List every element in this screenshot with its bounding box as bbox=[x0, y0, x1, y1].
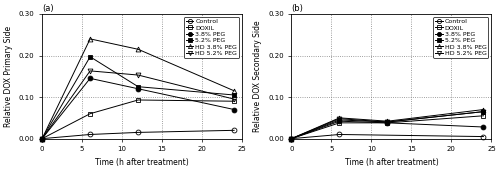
Y-axis label: Relative DOX Secondary Side: Relative DOX Secondary Side bbox=[254, 21, 262, 132]
X-axis label: Time (h after treatment): Time (h after treatment) bbox=[96, 158, 189, 167]
X-axis label: Time (h after treatment): Time (h after treatment) bbox=[344, 158, 438, 167]
Legend: Control, DOXIL, 3.8% PEG, 5.2% PEG, HD 3.8% PEG, HD 5.2% PEG: Control, DOXIL, 3.8% PEG, 5.2% PEG, HD 3… bbox=[434, 17, 488, 58]
Legend: Control, DOXIL, 3.8% PEG, 5.2% PEG, HD 3.8% PEG, HD 5.2% PEG: Control, DOXIL, 3.8% PEG, 5.2% PEG, HD 3… bbox=[184, 17, 239, 58]
Text: (a): (a) bbox=[42, 4, 54, 13]
Text: (b): (b) bbox=[292, 4, 304, 13]
Y-axis label: Relative DOX Primary Side: Relative DOX Primary Side bbox=[4, 26, 13, 127]
